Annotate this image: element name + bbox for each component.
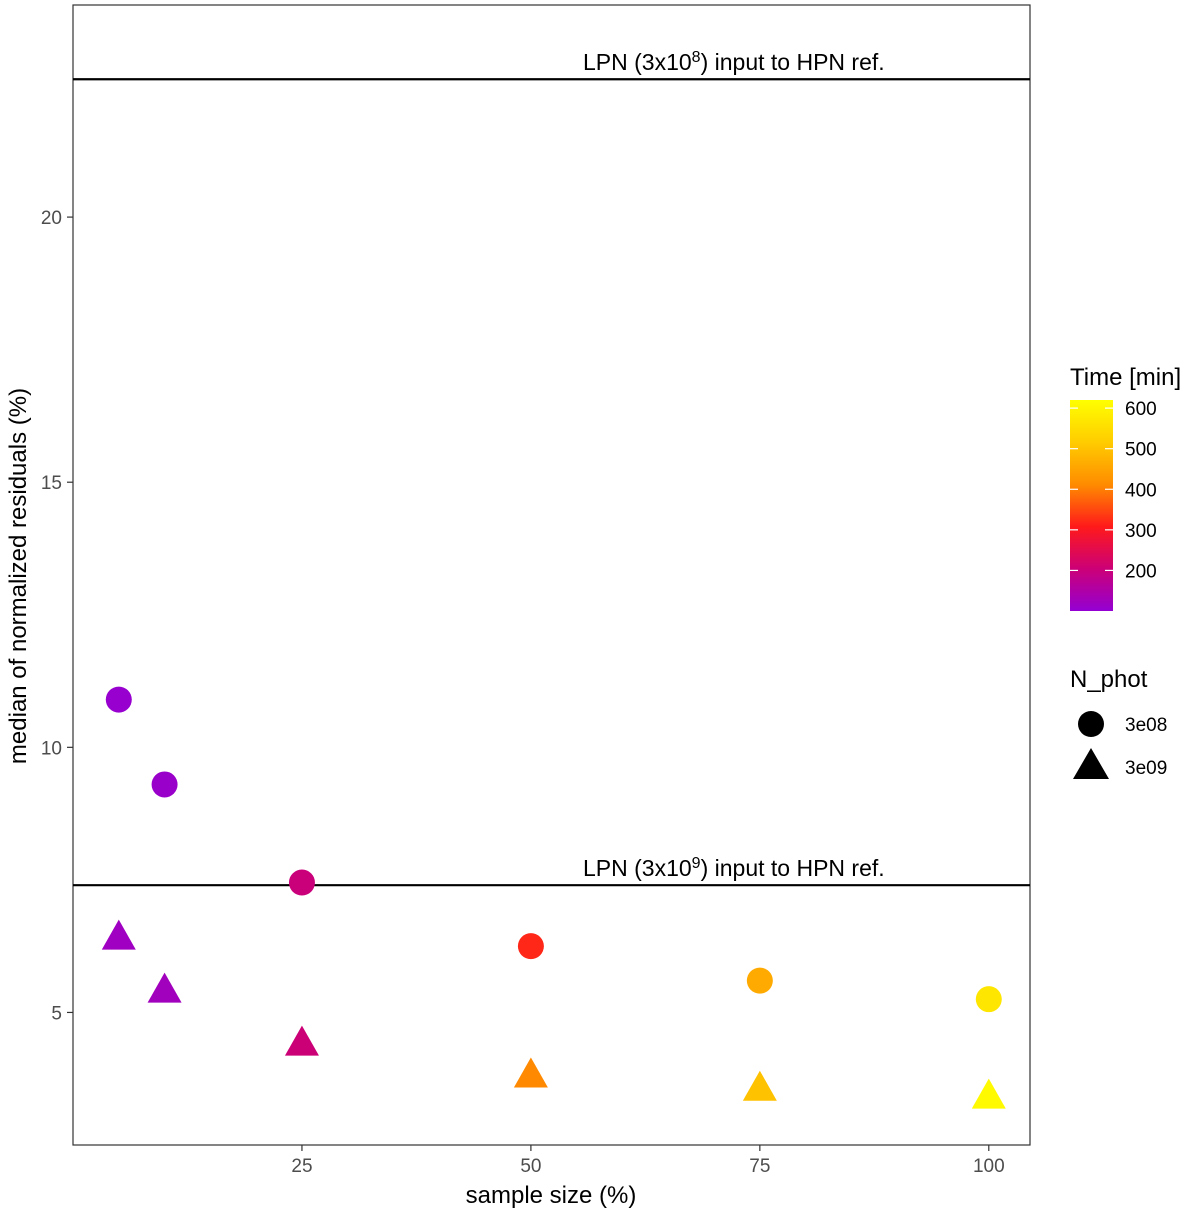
color-legend: Time [min] 200 300 400 500 600 [1070, 364, 1181, 611]
reference-line-label-2: LPN (3x109) input to HPN ref. [583, 855, 885, 882]
legend-label-3e09: 3e09 [1125, 758, 1167, 779]
y-tick-label-5: 5 [51, 1003, 62, 1024]
x-tick-label-100: 100 [973, 1156, 1005, 1177]
point-circle-6 [975, 986, 1002, 1013]
y-tick-label-15: 15 [41, 473, 62, 494]
x-tick-label-50: 50 [520, 1156, 541, 1177]
color-tick-label-300: 300 [1125, 521, 1157, 542]
point-circle-1 [105, 686, 132, 713]
point-circle-5 [746, 967, 773, 994]
point-triangle-7 [101, 919, 136, 950]
point-triangle-9 [284, 1025, 319, 1056]
y-axis-title: median of normalized residuals (%) [5, 388, 32, 764]
color-tick-label-200: 200 [1125, 561, 1157, 582]
data-points [101, 686, 1006, 1109]
point-circle-4 [517, 933, 544, 960]
color-tick-label-600: 600 [1125, 399, 1157, 420]
reference-lines: LPN (3x108) input to HPN ref. LPN (3x109)… [73, 49, 1030, 887]
color-tick-label-500: 500 [1125, 440, 1157, 461]
color-legend-ticks: 200 300 400 500 600 [1070, 399, 1157, 582]
legend-circle-key [1078, 711, 1104, 737]
y-axis: 5 10 15 20 [41, 208, 73, 1024]
point-circle-3 [288, 869, 315, 896]
y-tick-label-10: 10 [41, 738, 62, 759]
legend-label-3e08: 3e08 [1125, 715, 1167, 736]
point-triangle-11 [742, 1070, 777, 1101]
y-tick-label-20: 20 [41, 208, 62, 229]
color-legend-bar [1070, 400, 1113, 611]
shape-legend-title: N_phot [1070, 666, 1148, 693]
legend-triangle-key [1073, 748, 1109, 779]
x-tick-label-75: 75 [749, 1156, 770, 1177]
point-triangle-8 [147, 972, 182, 1003]
point-triangle-12 [971, 1078, 1006, 1109]
shape-legend-items: 3e08 3e09 [1073, 711, 1167, 779]
color-legend-title: Time [min] [1070, 364, 1181, 391]
reference-line-label-1: LPN (3x108) input to HPN ref. [583, 49, 885, 76]
x-tick-label-25: 25 [291, 1156, 312, 1177]
x-axis: 25 50 75 100 [291, 1145, 1005, 1177]
point-triangle-10 [513, 1057, 548, 1088]
color-tick-label-400: 400 [1125, 480, 1157, 501]
x-axis-title: sample size (%) [466, 1182, 637, 1209]
plot-panel [72, 4, 1031, 1146]
shape-legend: N_phot 3e08 3e09 [1070, 666, 1167, 779]
point-circle-2 [151, 771, 178, 798]
